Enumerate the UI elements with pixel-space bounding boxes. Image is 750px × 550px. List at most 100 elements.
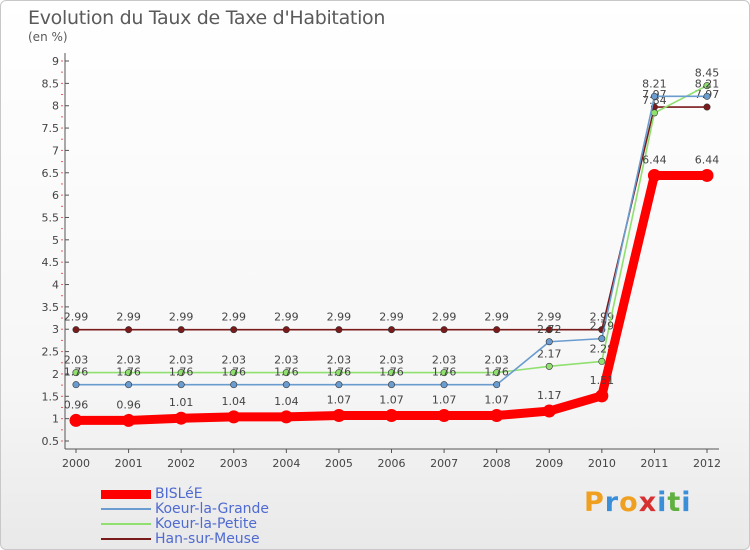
data-point [703,92,711,100]
series-koeur-la-petite: 2.03 2.03 2.03 2.03 2.03 2.03 2.03 2.03 2.03 2.17… [64,67,719,377]
x-tick-label: 2004 [272,457,300,470]
y-tick-label: 3.5 [42,301,60,314]
data-point [545,326,553,334]
data-label: 6.44 [642,153,667,166]
data-point [598,357,606,365]
data-label: 2.99 [537,311,562,324]
y-tick-label: 7 [52,144,59,157]
y-tick-label: 4.5 [42,256,60,269]
data-label: 2.03 [222,354,247,367]
data-label: 8.21 [695,77,720,90]
y-tick-label: 4 [52,279,59,292]
data-point [703,103,711,111]
data-label: 1.76 [274,366,299,379]
data-label: 2.03 [327,354,352,367]
legend-swatch [101,538,151,540]
data-label: 2.03 [379,354,404,367]
data-label: 1.04 [222,395,247,408]
y-tick-label: 8 [52,100,59,113]
data-point [230,381,238,389]
data-point [230,369,238,377]
y-tick-label: 3 [52,323,59,336]
data-label: 1.17 [537,389,562,402]
data-point [440,381,448,389]
data-label: 1.76 [327,366,352,379]
data-label: 2.99 [116,311,141,324]
data-point [125,326,133,334]
data-label: 2.99 [379,311,404,324]
legend-swatch [101,523,151,525]
data-point [177,326,185,334]
series-koeur-la-grande: 1.76 1.76 1.76 1.76 1.76 1.76 1.76 1.76 1.76 2.72… [64,77,720,389]
data-point [282,326,290,334]
x-tick-label: 2003 [220,457,248,470]
data-label: 2.99 [169,311,194,324]
data-label: 1.76 [222,366,247,379]
data-label: 2.99 [327,311,352,324]
data-label: 6.44 [695,153,720,166]
data-label: 2.72 [537,323,562,336]
data-point [650,109,658,117]
y-tick-label: 8.5 [42,77,60,90]
x-tick-label: 2002 [167,457,195,470]
legend-label: Koeur-la-Grande [155,501,270,517]
data-label: 0.96 [64,398,89,411]
data-point [440,326,448,334]
data-label: 2.03 [169,354,194,367]
data-point [542,404,556,418]
y-tick-label: 5.5 [42,211,60,224]
data-label: 2.99 [432,311,457,324]
x-tick-label: 2012 [693,457,721,470]
data-point [125,369,133,377]
data-point [282,369,290,377]
data-label: 2.99 [274,311,299,324]
data-point [227,410,241,424]
data-point [282,381,290,389]
data-point [72,369,80,377]
data-label: 1.07 [484,394,509,407]
data-label: 0.96 [116,398,141,411]
data-label: 1.07 [432,394,457,407]
data-label: 1.51 [590,374,615,387]
data-point [122,413,136,427]
data-label: 1.07 [379,394,404,407]
data-point [595,389,609,403]
data-label: 1.76 [379,366,404,379]
data-label: 2.03 [116,354,141,367]
data-point [650,92,658,100]
legend-swatch [101,508,151,510]
x-tick-label: 2006 [378,457,406,470]
data-label: 2.03 [64,354,89,367]
data-point [279,410,293,424]
y-tick-label: 5 [52,234,59,247]
data-point [493,381,501,389]
y-tick-label: 9 [52,55,59,68]
data-point [545,362,553,370]
data-point [177,381,185,389]
data-point [125,381,133,389]
logo-letter: i [657,487,668,518]
data-label: 2.17 [537,347,562,360]
data-label: 1.04 [274,395,299,408]
data-label: 1.07 [327,394,352,407]
logo-letter: t [667,487,682,518]
data-label: 2.03 [432,354,457,367]
data-point [490,409,504,423]
data-label: 1.76 [169,366,194,379]
legend-swatch [101,490,151,499]
data-point [335,381,343,389]
series-line [75,106,708,331]
legend-label: BISLéE [155,486,203,502]
proxiti-logo: Proxiti [584,487,692,518]
x-tick-label: 2005 [325,457,353,470]
data-label: 2.99 [64,311,89,324]
y-tick-label: 6.5 [42,167,60,180]
data-label: 2.03 [484,354,509,367]
y-tick-label: 2 [52,368,59,381]
x-tick-label: 2008 [483,457,511,470]
x-tick-label: 2009 [535,457,563,470]
y-tick-label: 1.5 [42,390,60,403]
data-point [437,409,451,423]
